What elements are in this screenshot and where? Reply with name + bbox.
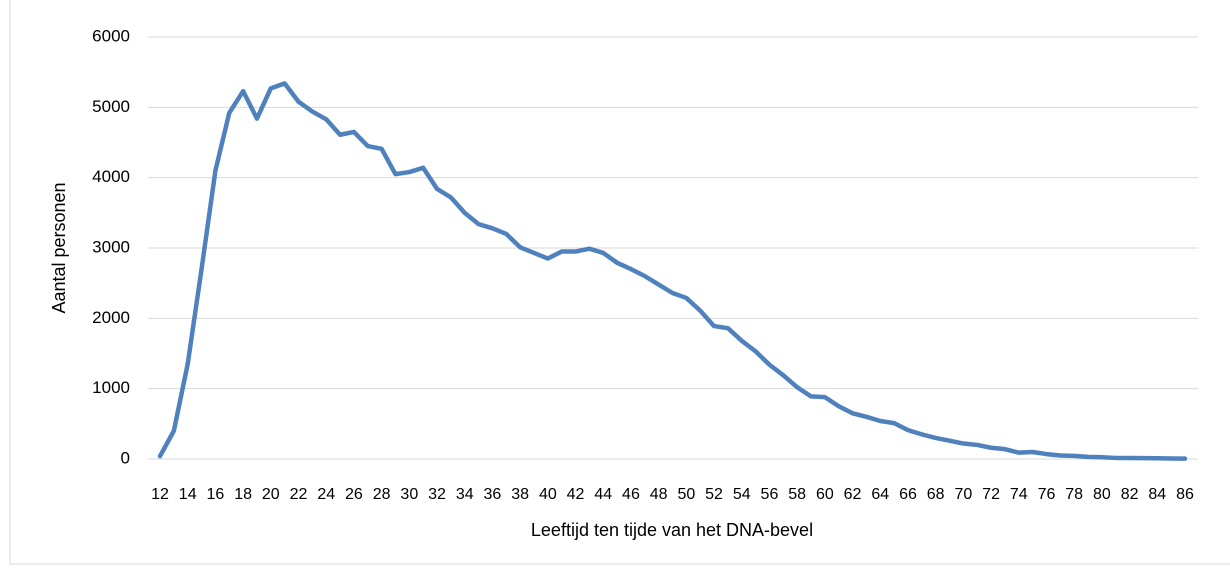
- x-tick-label: 24: [317, 486, 335, 503]
- y-tick-label: 0: [121, 448, 130, 467]
- x-tick-label: 42: [567, 486, 585, 503]
- x-tick-label: 82: [1121, 486, 1139, 503]
- x-tick-label: 76: [1038, 486, 1056, 503]
- x-tick-label: 26: [345, 486, 363, 503]
- x-tick-label: 16: [207, 486, 225, 503]
- x-tick-label: 18: [234, 486, 252, 503]
- x-tick-label: 64: [871, 486, 889, 503]
- x-tick-label: 44: [594, 486, 612, 503]
- x-tick-label: 50: [677, 486, 695, 503]
- y-tick-label: 3000: [92, 237, 130, 256]
- x-tick-label: 60: [816, 486, 834, 503]
- x-tick-label: 70: [954, 486, 972, 503]
- x-tick-label: 34: [456, 486, 474, 503]
- x-tick-label: 20: [262, 486, 280, 503]
- x-tick-label: 74: [1010, 486, 1028, 503]
- x-tick-label: 48: [650, 486, 668, 503]
- x-axis-title: Leeftijd ten tijde van het DNA-bevel: [531, 520, 813, 540]
- x-tick-label: 62: [844, 486, 862, 503]
- x-tick-label: 40: [539, 486, 557, 503]
- chart-frame: [9, 0, 1230, 565]
- line: [157, 81, 1188, 461]
- y-tick-label: 2000: [92, 308, 130, 327]
- x-tick-label: 58: [788, 486, 806, 503]
- x-tick-label: 80: [1093, 486, 1111, 503]
- x-tick-label: 52: [705, 486, 723, 503]
- x-tick-label: 56: [761, 486, 779, 503]
- x-tick-label: 86: [1176, 486, 1194, 503]
- x-tick-label: 22: [290, 486, 308, 503]
- x-tick-label: 30: [400, 486, 418, 503]
- y-tick-label: 1000: [92, 378, 130, 397]
- x-tick-label: 14: [179, 486, 197, 503]
- x-tick-label: 54: [733, 486, 751, 503]
- x-tick-label: 28: [373, 486, 391, 503]
- x-tick-label: 68: [927, 486, 945, 503]
- x-tick-label: 78: [1065, 486, 1083, 503]
- y-tick-label: 6000: [92, 26, 130, 45]
- x-tick-label: 36: [484, 486, 502, 503]
- x-tick-label: 12: [151, 486, 169, 503]
- x-tick-label: 38: [511, 486, 529, 503]
- y-tick-label: 4000: [92, 167, 130, 186]
- y-tick-label: 5000: [92, 97, 130, 116]
- y-axis-title: Aantal personen: [49, 182, 69, 313]
- x-tick-label: 66: [899, 486, 917, 503]
- x-tick-label: 46: [622, 486, 640, 503]
- x-tick-label: 72: [982, 486, 1000, 503]
- x-tick-label: 84: [1148, 486, 1166, 503]
- x-tick-label: 32: [428, 486, 446, 503]
